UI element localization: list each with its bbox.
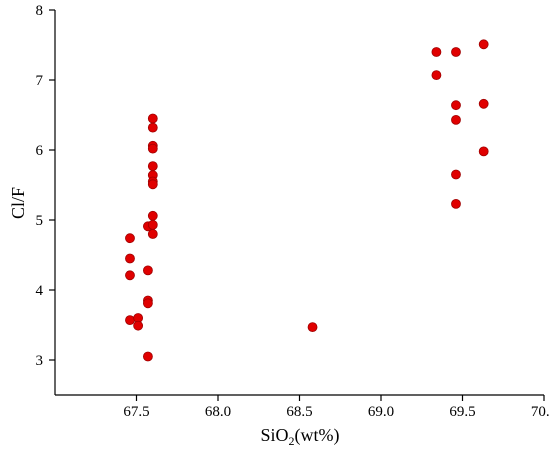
- data-point: [431, 47, 442, 57]
- y-axis-title: Cl/F: [8, 187, 28, 219]
- data-point: [451, 47, 461, 57]
- data-point: [147, 219, 158, 230]
- data-point: [147, 143, 158, 154]
- data-point: [451, 169, 461, 180]
- x-tick-label: 68.5: [286, 404, 312, 420]
- x-tick-label: 68.0: [205, 404, 231, 420]
- data-point: [147, 179, 158, 190]
- y-tick-label: 6: [36, 143, 44, 159]
- data-point: [143, 298, 153, 309]
- x-tick-label: 69.5: [449, 404, 475, 420]
- data-point: [147, 210, 158, 221]
- data-point: [125, 270, 135, 281]
- x-tick-label: 69.0: [368, 404, 394, 420]
- data-point: [451, 100, 461, 111]
- x-axis-title-main: SiO: [261, 425, 289, 445]
- data-point: [431, 70, 442, 80]
- data-point: [133, 320, 144, 331]
- y-ticks: 3 4 5 6 7 8: [36, 3, 55, 369]
- x-tick-label: 70.0: [531, 404, 550, 420]
- data-point: [478, 98, 489, 109]
- data-point: [451, 115, 461, 125]
- x-tick-label: 67.5: [123, 404, 149, 420]
- data-point: [478, 146, 489, 157]
- x-axis-title-subscript: 2: [289, 434, 295, 448]
- data-point: [147, 161, 158, 172]
- data-point: [143, 351, 153, 362]
- data-point: [147, 229, 158, 239]
- data-point: [147, 113, 158, 124]
- data-point: [125, 253, 135, 264]
- data-point: [307, 322, 318, 333]
- data-point: [143, 265, 153, 276]
- data-point: [478, 39, 489, 50]
- y-tick-label: 3: [36, 353, 44, 369]
- data-point: [125, 233, 135, 244]
- data-point: [451, 198, 461, 209]
- x-ticks: 67.5 68.0 68.5 69.0 69.5 70.0: [123, 395, 550, 420]
- data-points: [125, 39, 489, 362]
- x-axis-title-unit: (wt%): [295, 425, 340, 446]
- y-tick-label: 8: [36, 3, 44, 19]
- y-tick-label: 4: [36, 283, 44, 299]
- data-point: [125, 315, 135, 326]
- x-axis-title: SiO2(wt%): [261, 425, 340, 448]
- y-tick-label: 5: [36, 213, 44, 229]
- data-point: [147, 122, 158, 133]
- y-tick-label: 7: [36, 73, 44, 89]
